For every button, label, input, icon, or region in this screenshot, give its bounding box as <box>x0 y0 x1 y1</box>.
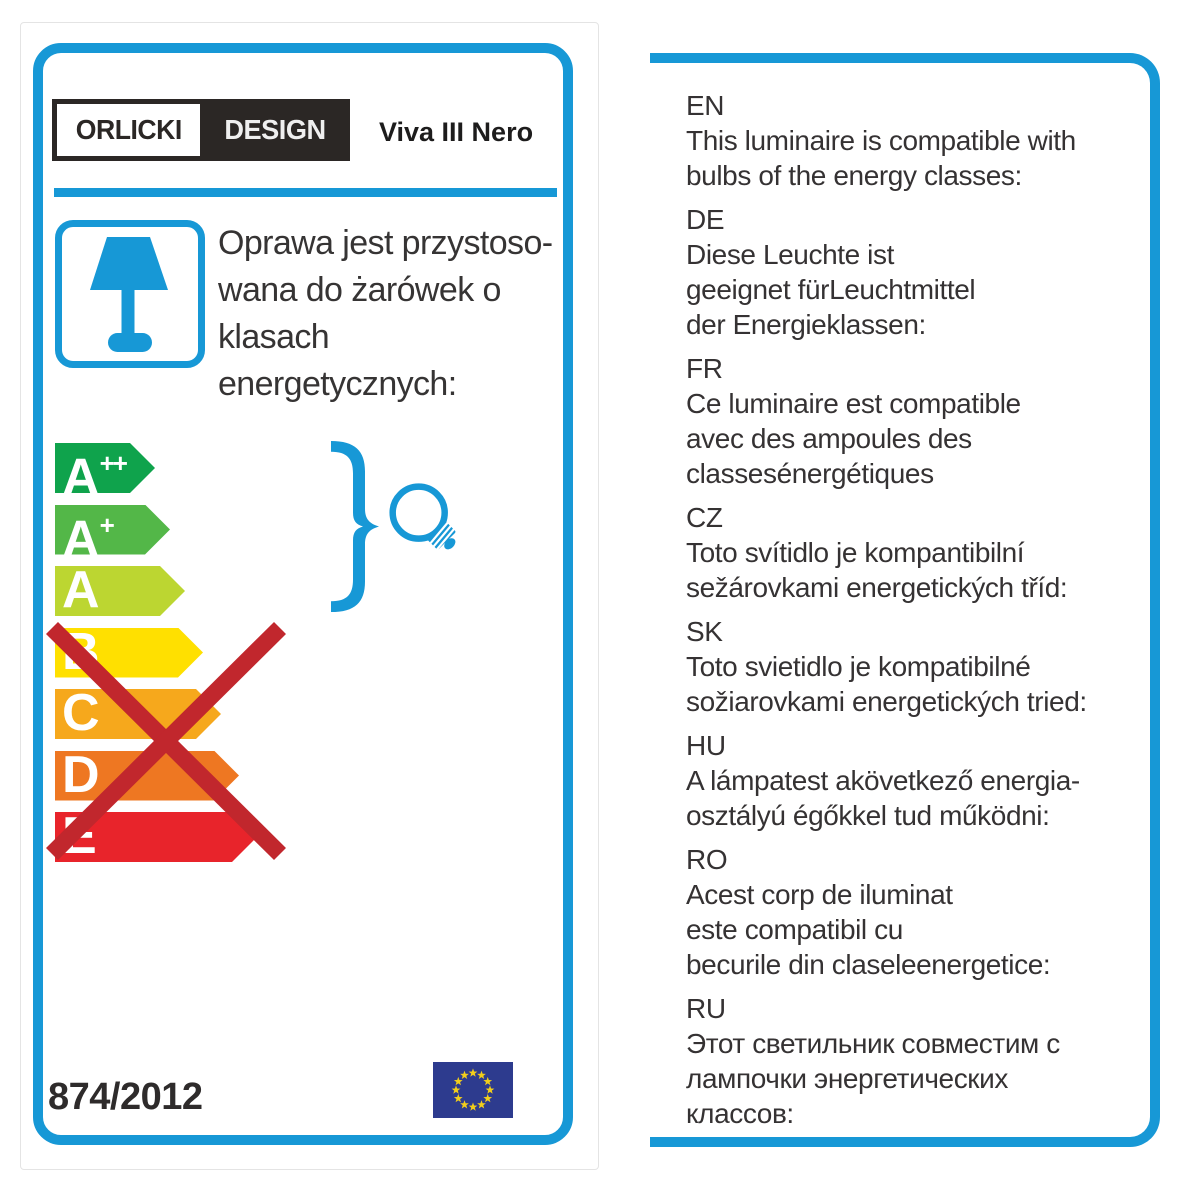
eu-flag-star <box>477 1070 486 1079</box>
lamp-icon-glyph <box>90 237 168 352</box>
lang-block-sk: SK Toto svietidlo je kompatibilné sožiarov… <box>686 614 1146 719</box>
light-bulb-icon <box>389 483 456 551</box>
eu-flag-star <box>451 1085 461 1094</box>
energy-class-a: A <box>55 566 185 616</box>
lamp-icon <box>55 220 205 368</box>
eu-flag-star <box>483 1093 493 1103</box>
lang-text-line: A lámpatest akövetkező energia- <box>686 765 1080 796</box>
lang-code-fr: FR <box>686 353 723 384</box>
lang-text-line: sežárovkami energetických tříd: <box>686 572 1068 603</box>
intro-line-1: Oprawa jest przystoso- <box>218 224 553 262</box>
not-allowed-cross-icon <box>46 621 286 861</box>
curly-brace-icon <box>331 440 379 613</box>
lang-text-line: avec des ampoules des <box>686 423 972 454</box>
brand-logo-design-text: DESIGN <box>224 114 326 145</box>
lang-text-line: Diese Leuchte ist <box>686 239 894 270</box>
lang-code-hu: HU <box>686 730 726 761</box>
eu-flag-icon <box>433 1062 513 1118</box>
divider-rule <box>54 188 557 197</box>
lang-block-en: EN This luminaire is compatible with bulbs… <box>686 88 1146 193</box>
intro-line-2: wana do żarówek o <box>218 271 501 309</box>
brand-logo-orlicki-text: ORLICKI <box>75 114 182 145</box>
lang-text-line: Toto svítidlo je kompantibilní <box>686 537 1025 568</box>
lang-text-line: geeignet fürLeuchtmittel <box>686 274 976 305</box>
eu-flag-star <box>460 1070 469 1079</box>
eu-flag-star <box>460 1100 469 1109</box>
lang-text-line: becurile din claseleenergetice: <box>686 949 1051 980</box>
intro-line-3: klasach energetycznych: <box>218 318 457 403</box>
intro-text: Oprawa jest przystoso- wana do żarówek o… <box>218 220 568 408</box>
lang-code-en: EN <box>686 90 725 121</box>
regulation-number: 874/2012 <box>48 1076 203 1118</box>
eu-flag-star <box>453 1076 463 1086</box>
lang-text-line: Этот светильник совместим с <box>686 1028 1060 1059</box>
eu-flag-star <box>453 1093 463 1103</box>
lang-text-line: bulbs of the energy classes: <box>686 160 1022 191</box>
lang-text-line: osztályú égőkkel tud működni: <box>686 800 1050 831</box>
lang-code-ru: RU <box>686 993 726 1024</box>
brand-logo: ORLICKI DESIGN <box>52 99 350 161</box>
lang-text-line: классов: <box>686 1098 794 1129</box>
lang-text-line: sožiarovkami energetických tried: <box>686 686 1087 717</box>
label-right-panel <box>650 53 1160 1147</box>
lang-text-line: classesénergétiques <box>686 458 934 489</box>
lang-code-ro: RO <box>686 844 728 875</box>
eu-flag-star <box>468 1068 478 1077</box>
lang-code-sk: SK <box>686 616 723 647</box>
lang-text-line: der Energieklassen: <box>686 309 926 340</box>
eu-flag-star <box>485 1085 495 1094</box>
brand-logo-orlicki-box: ORLICKI <box>57 104 200 156</box>
lang-text-line: Toto svietidlo je kompatibilné <box>686 651 1031 682</box>
lang-block-cz: CZ Toto svítidlo je kompantibilní sežárovk… <box>686 500 1146 605</box>
lang-block-de: DE Diese Leuchte ist geeignet fürLeuchtmit… <box>686 202 1146 342</box>
lang-block-ru: RU Этот светильник совместим с лампочки эн… <box>686 991 1146 1131</box>
lang-text-line: Ce luminaire est compatible <box>686 388 1021 419</box>
eu-flag-star <box>483 1076 493 1086</box>
language-blocks: EN This luminaire is compatible with bulbs… <box>686 88 1146 1140</box>
eu-flag-star <box>477 1100 486 1109</box>
photo-edge <box>20 22 599 1170</box>
lang-text-line: This luminaire is compatible with <box>686 125 1076 156</box>
lang-code-cz: CZ <box>686 502 723 533</box>
lang-text-line: Acest corp de iluminat <box>686 879 953 910</box>
lang-text-line: лампочки энергетических <box>686 1063 1008 1094</box>
eu-flag-star <box>468 1102 478 1111</box>
lang-code-de: DE <box>686 204 725 235</box>
lang-block-ro: RO Acest corp de iluminat este compatibil … <box>686 842 1146 982</box>
product-name: Viva III Nero <box>379 117 534 147</box>
lang-block-fr: FR Ce luminaire est compatible avec des am… <box>686 351 1146 491</box>
lang-text-line: este compatibil cu <box>686 914 903 945</box>
lang-block-hu: HU A lámpatest akövetkező energia-osztály… <box>686 728 1146 833</box>
